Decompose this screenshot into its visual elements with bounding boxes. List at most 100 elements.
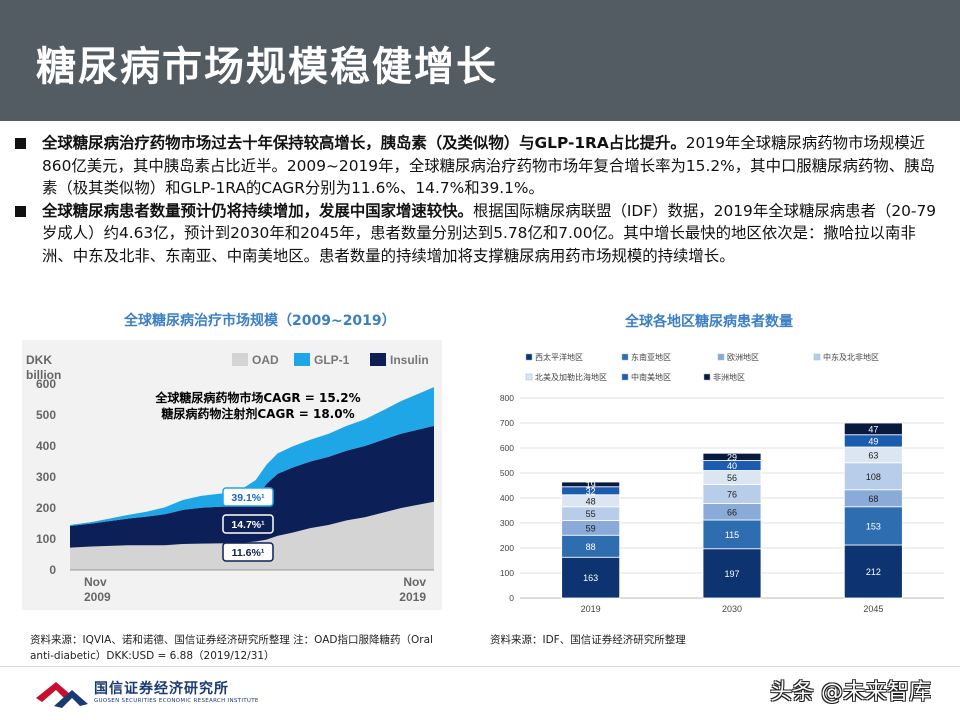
- bar-value-label: 163: [583, 573, 598, 583]
- bar-segment: [561, 481, 621, 488]
- header-bar: 糖尿病市场规模稳健增长: [0, 0, 960, 121]
- bullet-text: 2019年全球糖尿病药物市场规模近860亿美元，其中胰岛素占比近半。2009~2…: [42, 134, 935, 197]
- x-tick-label: Nov: [403, 575, 426, 589]
- legend-swatch: [703, 373, 711, 381]
- x-tick-label: 2009: [84, 590, 111, 604]
- bar-value-label: 115: [725, 530, 739, 540]
- y-tick-label: 200: [500, 543, 514, 553]
- cagr-annotation: 全球糖尿病药物市场CAGR = 15.2%: [154, 390, 360, 405]
- bar-value-label: 55: [586, 509, 596, 519]
- square-bullet-icon: [15, 138, 26, 149]
- bar-segment: [561, 556, 621, 599]
- bullet-bold-text: 全球糖尿病治疗药物市场过去十年保持较高增长，胰岛素（及类似物）与GLP-1RA占…: [42, 134, 686, 152]
- cagr-annotation: 糖尿病药物注射剂CAGR = 18.0%: [161, 406, 354, 421]
- left-chart-title: 全球糖尿病治疗市场规模（2009~2019）: [124, 313, 396, 329]
- bar-value-label: 63: [868, 450, 878, 460]
- page-title: 糖尿病市场规模稳健增长: [36, 44, 498, 90]
- guosen-logo-icon: [36, 682, 88, 708]
- legend-label: 非洲地区: [713, 372, 745, 382]
- bar-value-label: 59: [586, 523, 596, 533]
- bullet-item: 全球糖尿病患者数量预计仍将持续增加，发展中国家增速较快。根据国际糖尿病联盟（ID…: [14, 200, 944, 268]
- y-tick-label: 500: [500, 468, 514, 478]
- legend-label: 西太平洋地区: [535, 352, 583, 362]
- x-tick-label: 2045: [863, 604, 883, 614]
- y-tick-label: 600: [500, 443, 514, 453]
- square-bullet-icon: [15, 205, 26, 217]
- legend-label: 北美及加勒比海地区: [535, 372, 607, 382]
- bar-value-label: 47: [868, 424, 878, 434]
- y-axis-label: DKK: [26, 353, 52, 367]
- x-tick-label: 2019: [399, 590, 426, 604]
- bullet-list: 全球糖尿病治疗药物市场过去十年保持较高增长，胰岛素（及类似物）与GLP-1RA占…: [14, 132, 944, 267]
- bar-value-label: 48: [586, 496, 596, 506]
- bar-value-label: 212: [866, 567, 881, 577]
- legend-swatch: [621, 373, 629, 381]
- y-tick-label: 100: [500, 568, 514, 578]
- legend-swatch: [232, 353, 248, 366]
- area-series-oad: [70, 501, 434, 570]
- y-tick-label: 700: [500, 418, 514, 428]
- bar-value-label: 19: [586, 480, 596, 490]
- legend-label: 东南亚地区: [631, 352, 671, 362]
- y-tick-label: 100: [36, 532, 56, 546]
- bar-value-label: 68: [868, 494, 878, 504]
- bar-value-label: 88: [586, 542, 596, 552]
- y-tick-label: 400: [500, 493, 514, 503]
- bar-value-label: 40: [727, 461, 737, 471]
- logo-subtitle: GUOSEN SECURITIES ECONOMIC RESEARCH INST…: [94, 698, 259, 704]
- bar-value-label: 49: [868, 436, 878, 446]
- watermark: 头条 @未来智库: [770, 680, 931, 705]
- y-tick-label: 300: [36, 470, 56, 484]
- x-tick-label: Nov: [84, 575, 107, 589]
- y-tick-label: 400: [36, 439, 56, 453]
- legend-swatch: [621, 353, 629, 361]
- y-tick-label: 300: [500, 518, 514, 528]
- bar-value-label: 32: [586, 486, 596, 496]
- y-tick-label: 500: [36, 408, 56, 422]
- legend-swatch: [294, 353, 310, 366]
- footer-divider: [0, 666, 960, 667]
- legend-swatch: [370, 353, 386, 366]
- bar-segment: [843, 462, 903, 491]
- x-tick-label: 2030: [722, 604, 742, 614]
- x-tick-label: 2019: [581, 604, 601, 614]
- legend-label: OAD: [252, 353, 279, 367]
- legend-label: 欧洲地区: [727, 352, 759, 362]
- bar-segment: [702, 452, 762, 461]
- bullet-bold-text: 全球糖尿病患者数量预计仍将持续增加，发展中国家增速较快。: [42, 201, 473, 220]
- y-tick-label: 600: [36, 377, 56, 391]
- y-tick-label: 0: [49, 563, 56, 577]
- bar-value-label: 66: [727, 507, 737, 517]
- bar-segment: [843, 422, 903, 436]
- oad-cagr-label: 11.6%¹: [232, 547, 265, 559]
- bullet-item: 全球糖尿病治疗药物市场过去十年保持较高增长，胰岛素（及类似物）与GLP-1RA占…: [14, 132, 944, 200]
- oad-cagr-label-box: [222, 542, 274, 562]
- y-tick-label: 0: [509, 593, 514, 603]
- legend-swatch: [525, 353, 533, 361]
- y-tick-label: 800: [500, 393, 514, 403]
- bullet-text: 根据国际糖尿病联盟（IDF）数据，2019年全球糖尿病患者（20-79岁成人）约…: [42, 201, 937, 265]
- area-series-insulin: [70, 425, 434, 548]
- legend-label: 中南美地区: [631, 372, 671, 382]
- bar-segment: [702, 548, 762, 599]
- market-size-area-chart: DKKbillion0100200300400500600Nov2009Nov2…: [22, 340, 442, 610]
- bar-segment: [843, 544, 903, 599]
- bar-value-label: 56: [727, 473, 737, 483]
- y-axis-label: billion: [26, 368, 61, 382]
- bar-segment: [843, 506, 903, 546]
- bar-value-label: 108: [866, 472, 881, 482]
- bar-value-label: 153: [866, 521, 881, 531]
- insulin-cagr-label-box: [222, 514, 274, 534]
- logo-text: 国信证券经济研究所: [94, 681, 229, 697]
- bar-value-label: 29: [727, 452, 737, 462]
- left-source-note: 资料来源：IQVIA、诺和诺德、国信证券经济研究所整理 注：OAD指口服降糖药（…: [30, 634, 433, 662]
- legend-label: Insulin: [390, 353, 429, 367]
- legend-swatch: [813, 353, 821, 361]
- bar-value-label: 76: [727, 490, 737, 500]
- legend-swatch: [525, 373, 533, 381]
- legend-label: 中东及北非地区: [823, 352, 879, 362]
- insulin-cagr-label: 14.7%¹: [231, 519, 265, 531]
- bar-value-label: 197: [724, 569, 739, 579]
- legend-label: GLP-1: [314, 353, 350, 367]
- y-tick-label: 200: [36, 501, 56, 515]
